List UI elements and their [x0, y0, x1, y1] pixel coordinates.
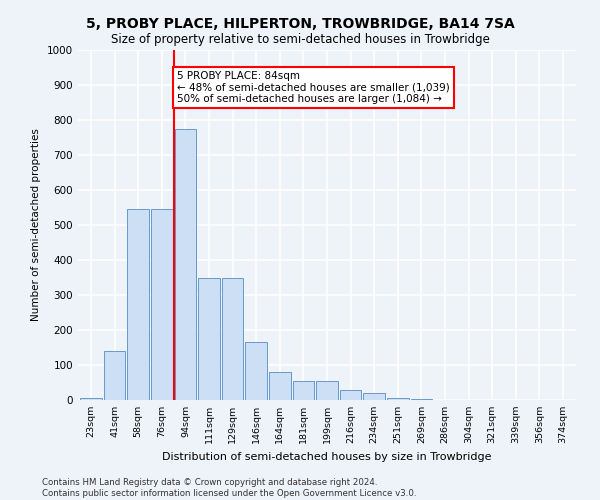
Text: Contains HM Land Registry data © Crown copyright and database right 2024.
Contai: Contains HM Land Registry data © Crown c…	[42, 478, 416, 498]
Bar	[340, 390, 361, 400]
Bar	[175, 128, 196, 400]
Bar	[364, 393, 385, 400]
Text: 5, PROBY PLACE, HILPERTON, TROWBRIDGE, BA14 7SA: 5, PROBY PLACE, HILPERTON, TROWBRIDGE, B…	[86, 18, 514, 32]
Text: 5 PROBY PLACE: 84sqm
← 48% of semi-detached houses are smaller (1,039)
50% of se: 5 PROBY PLACE: 84sqm ← 48% of semi-detac…	[177, 71, 450, 104]
Bar	[387, 398, 409, 400]
Bar	[127, 209, 149, 400]
Bar	[151, 209, 173, 400]
Y-axis label: Number of semi-detached properties: Number of semi-detached properties	[31, 128, 41, 322]
Bar	[316, 381, 338, 400]
Bar	[293, 381, 314, 400]
Bar	[269, 372, 290, 400]
Bar	[104, 351, 125, 400]
Text: Size of property relative to semi-detached houses in Trowbridge: Size of property relative to semi-detach…	[110, 32, 490, 46]
Bar	[198, 278, 220, 400]
Bar	[245, 342, 267, 400]
X-axis label: Distribution of semi-detached houses by size in Trowbridge: Distribution of semi-detached houses by …	[162, 452, 492, 462]
Bar	[222, 278, 244, 400]
Bar	[80, 398, 102, 400]
